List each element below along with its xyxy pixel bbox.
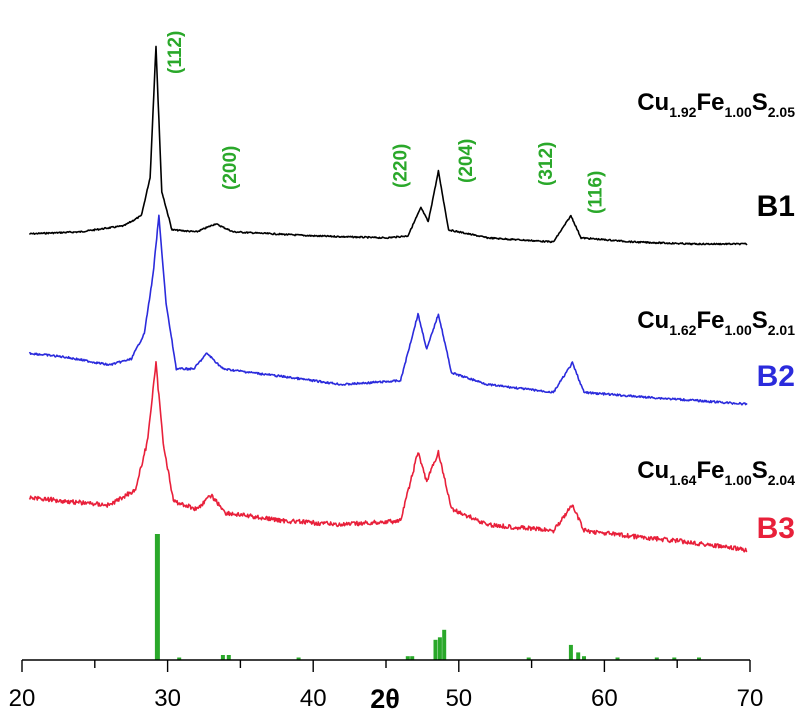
- x-tick-label: 50: [445, 685, 472, 712]
- hkl-label: (116): [586, 171, 607, 214]
- x-tick-label: 70: [737, 685, 764, 712]
- series-curves: [28, 45, 748, 553]
- hkl-label: (204): [456, 139, 477, 183]
- hkl-label: (200): [220, 146, 241, 190]
- x-axis: 20 30 40 50 60 70: [9, 659, 764, 712]
- series-line-b3: [28, 361, 748, 553]
- reference-sticks: [154, 534, 701, 660]
- hkl-label: (112): [165, 31, 186, 74]
- x-axis-label: 2θ: [370, 684, 400, 714]
- series-line-b1: [29, 45, 748, 246]
- formula-b3: Cu1.64Fe1.00S2.04: [637, 457, 795, 488]
- formula-b1: Cu1.92Fe1.00S2.05: [637, 89, 795, 120]
- hkl-label: (312): [536, 142, 557, 186]
- series-line-b2: [28, 214, 748, 406]
- hkl-labels: (112) (200) (220) (204) (312) (116): [165, 31, 607, 214]
- hkl-label: (220): [391, 144, 412, 188]
- formula-b2: Cu1.62Fe1.00S2.01: [637, 307, 795, 338]
- x-tick-label: 20: [9, 685, 36, 712]
- series-labels: B1 Cu1.92Fe1.00S2.05 B2 Cu1.62Fe1.00S2.01 B3…: [637, 89, 795, 545]
- series-label-b1: B1: [757, 190, 795, 223]
- x-tick-label: 60: [591, 685, 618, 712]
- x-tick-label: 30: [154, 685, 181, 712]
- series-label-b3: B3: [757, 512, 795, 545]
- x-tick-label: 40: [300, 685, 327, 712]
- series-label-b2: B2: [757, 360, 795, 393]
